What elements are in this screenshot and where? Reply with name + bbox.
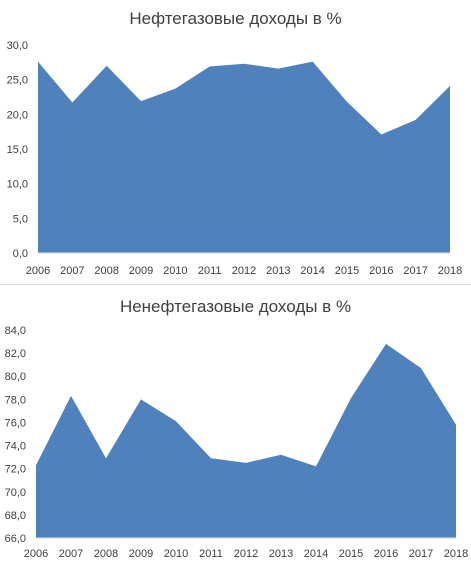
y-tick-label: 76,0 — [5, 417, 26, 429]
chart-oil-gas-revenue: 0,0 5,0 10,0 15,0 20,0 25,0 30,0 2006 2007 2008 20… — [7, 40, 463, 277]
y-tick-label: 10,0 — [7, 179, 28, 191]
x-tick-label: 2017 — [409, 548, 433, 560]
x-tick-label: 2009 — [129, 265, 153, 277]
area-series — [36, 343, 456, 538]
x-tick-label: 2016 — [374, 548, 398, 560]
x-tick-label: 2010 — [164, 548, 188, 560]
x-tick-label: 2008 — [94, 265, 118, 277]
chart-panel-oil-gas: Нефтегазовые доходы в % 0,0 5,0 10,0 15,0 20… — [7, 9, 463, 277]
chart-title: Нефтегазовые доходы в % — [129, 9, 342, 28]
panel-divider — [0, 284, 471, 285]
y-tick-label: 68,0 — [5, 510, 26, 522]
x-tick-label: 2007 — [59, 548, 83, 560]
x-tick-label: 2014 — [300, 265, 324, 277]
y-tick-label: 30,0 — [7, 40, 28, 52]
x-tick-label: 2014 — [304, 548, 328, 560]
x-tick-label: 2011 — [199, 548, 223, 560]
x-tick-label: 2012 — [234, 548, 258, 560]
x-tick-label: 2007 — [60, 265, 84, 277]
x-tick-label: 2011 — [198, 265, 222, 277]
y-tick-label: 82,0 — [5, 348, 26, 360]
chart-title: Ненефтегазовые доходы в % — [119, 297, 352, 316]
x-tick-label: 2018 — [438, 265, 462, 277]
y-tick-label: 78,0 — [5, 394, 26, 406]
x-tick-label: 2017 — [403, 265, 427, 277]
x-tick-label: 2013 — [266, 265, 290, 277]
y-tick-label: 70,0 — [5, 487, 26, 499]
chart-non-oil-gas-revenue: 66,0 68,0 70,0 72,0 74,0 76,0 78,0 80,0 82,0 84,0… — [5, 325, 469, 560]
x-tick-label: 2015 — [335, 265, 359, 277]
x-tick-label: 2009 — [129, 548, 153, 560]
y-tick-label: 5,0 — [13, 213, 28, 225]
x-tick-label: 2010 — [163, 265, 187, 277]
x-tick-label: 2006 — [24, 548, 48, 560]
x-tick-label: 2013 — [269, 548, 293, 560]
x-tick-label: 2006 — [26, 265, 50, 277]
y-tick-label: 15,0 — [7, 144, 28, 156]
y-tick-label: 20,0 — [7, 109, 28, 121]
y-tick-label: 66,0 — [5, 533, 26, 545]
chart-panel-non-oil-gas: Ненефтегазовые доходы в % 66,0 68,0 70,0 72… — [0, 285, 471, 568]
y-tick-label: 84,0 — [5, 325, 26, 337]
x-tick-label: 2016 — [369, 265, 393, 277]
y-tick-label: 74,0 — [5, 441, 26, 453]
x-tick-label: 2018 — [444, 548, 468, 560]
y-tick-label: 0,0 — [13, 248, 28, 260]
x-tick-label: 2008 — [94, 548, 118, 560]
y-tick-label: 80,0 — [5, 371, 26, 383]
area-series — [38, 61, 450, 253]
y-tick-label: 72,0 — [5, 464, 26, 476]
x-tick-label: 2012 — [232, 265, 256, 277]
y-tick-label: 25,0 — [7, 75, 28, 87]
x-tick-label: 2015 — [339, 548, 363, 560]
